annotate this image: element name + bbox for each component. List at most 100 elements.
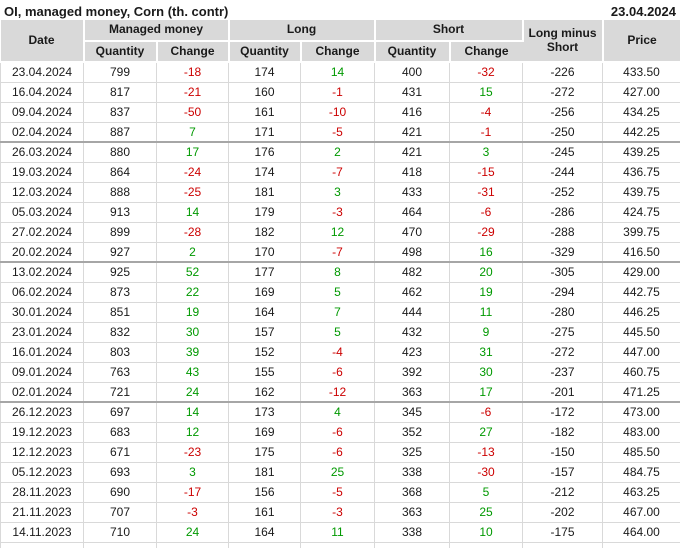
column-header-long-quantity: Quantity — [228, 41, 302, 63]
cell-long-minus-short: -256 — [522, 102, 604, 123]
cell-long-quantity: 156 — [228, 482, 301, 503]
cell-short-quantity: 421 — [374, 142, 451, 163]
cell-date: 20.02.2024 — [0, 242, 84, 263]
table-row: 21.11.2023 707 -3 161 -3 363 25 -202 467.00 — [0, 502, 680, 523]
cell-price: 429.00 — [602, 262, 680, 283]
cell-mm-quantity: 817 — [83, 82, 157, 103]
cell-long-change: 11 — [300, 522, 376, 543]
cell-mm-change: -18 — [156, 62, 229, 83]
table-row-partial — [0, 542, 680, 548]
cell-mm-quantity: 799 — [83, 62, 157, 83]
cell-date: 13.02.2024 — [0, 262, 84, 283]
cell-price: 445.50 — [602, 322, 680, 343]
table-row: 09.04.2024 837 -50 161 -10 416 -4 -256 434.25 — [0, 102, 680, 123]
cell-short-change: 20 — [449, 262, 524, 283]
cell-short-quantity: 462 — [374, 282, 451, 303]
table-row: 23.01.2024 832 30 157 5 432 9 -275 445.50 — [0, 322, 680, 343]
cell-short-change: -6 — [449, 402, 524, 423]
cell-price: 427.00 — [602, 82, 680, 103]
cell-mm-quantity: 837 — [83, 102, 157, 123]
cell-short-change: -32 — [449, 62, 524, 83]
cell-clipped — [374, 542, 451, 548]
cell-short-quantity: 482 — [374, 262, 451, 283]
cell-long-quantity: 175 — [228, 442, 301, 463]
cell-mm-quantity: 721 — [83, 382, 157, 403]
cell-mm-change: 22 — [156, 282, 229, 303]
cell-clipped — [228, 542, 301, 548]
cell-clipped — [156, 542, 229, 548]
cell-long-minus-short: -305 — [522, 262, 604, 283]
cell-long-quantity: 152 — [228, 342, 301, 363]
cell-price: 439.75 — [602, 182, 680, 203]
cell-short-change: -29 — [449, 222, 524, 243]
cell-short-change: 30 — [449, 362, 524, 383]
cell-date: 19.12.2023 — [0, 422, 84, 443]
cell-long-minus-short: -294 — [522, 282, 604, 303]
cell-date: 19.03.2024 — [0, 162, 84, 183]
cell-short-quantity: 363 — [374, 502, 451, 523]
cell-long-minus-short: -202 — [522, 502, 604, 523]
cell-long-quantity: 174 — [228, 62, 301, 83]
cell-long-change: 2 — [300, 142, 376, 163]
cell-date: 02.04.2024 — [0, 122, 84, 143]
cell-long-quantity: 160 — [228, 82, 301, 103]
cell-mm-quantity: 683 — [83, 422, 157, 443]
cell-mm-change: 24 — [156, 382, 229, 403]
cell-long-quantity: 169 — [228, 282, 301, 303]
cell-mm-quantity: 832 — [83, 322, 157, 343]
cell-clipped — [522, 542, 604, 548]
cell-long-change: 4 — [300, 402, 376, 423]
cell-price: 442.25 — [602, 122, 680, 143]
cell-clipped — [300, 542, 376, 548]
cell-long-change: -7 — [300, 162, 376, 183]
cell-date: 09.01.2024 — [0, 362, 84, 383]
cell-mm-change: -17 — [156, 482, 229, 503]
cell-long-change: -5 — [300, 482, 376, 503]
table-row: 02.01.2024 721 24 162 -12 363 17 -201 471.25 — [0, 382, 680, 403]
cell-date: 12.12.2023 — [0, 442, 84, 463]
cell-long-minus-short: -201 — [522, 382, 604, 403]
table-row: 27.02.2024 899 -28 182 12 470 -29 -288 399.75 — [0, 222, 680, 243]
column-group-short: Short — [374, 20, 524, 42]
table-row: 05.12.2023 693 3 181 25 338 -30 -157 484.75 — [0, 462, 680, 483]
cell-long-change: 5 — [300, 322, 376, 343]
cell-mm-quantity: 710 — [83, 522, 157, 543]
table-row: 26.03.2024 880 17 176 2 421 3 -245 439.25 — [0, 142, 680, 163]
column-group-long: Long — [228, 20, 376, 42]
cell-mm-quantity: 693 — [83, 462, 157, 483]
cell-mm-change: 14 — [156, 402, 229, 423]
cell-long-change: -6 — [300, 362, 376, 383]
table-row: 30.01.2024 851 19 164 7 444 11 -280 446.25 — [0, 302, 680, 323]
cell-clipped — [602, 542, 680, 548]
cell-long-minus-short: -272 — [522, 342, 604, 363]
column-header-long-change: Change — [300, 41, 376, 63]
cell-mm-change: -25 — [156, 182, 229, 203]
table-row: 23.04.2024 799 -18 174 14 400 -32 -226 433.50 — [0, 62, 680, 83]
cell-long-quantity: 181 — [228, 462, 301, 483]
cell-mm-change: -3 — [156, 502, 229, 523]
table-row: 26.12.2023 697 14 173 4 345 -6 -172 473.00 — [0, 402, 680, 423]
cell-short-quantity: 431 — [374, 82, 451, 103]
cell-long-minus-short: -280 — [522, 302, 604, 323]
column-header-price: Price — [602, 20, 680, 63]
cell-long-change: 12 — [300, 222, 376, 243]
cell-long-minus-short: -275 — [522, 322, 604, 343]
cell-mm-change: -23 — [156, 442, 229, 463]
table-row: 20.02.2024 927 2 170 -7 498 16 -329 416.50 — [0, 242, 680, 263]
cell-mm-quantity: 763 — [83, 362, 157, 383]
cell-short-change: 11 — [449, 302, 524, 323]
cell-mm-quantity: 927 — [83, 242, 157, 263]
cell-long-quantity: 181 — [228, 182, 301, 203]
cell-date: 16.01.2024 — [0, 342, 84, 363]
cell-short-change: 10 — [449, 522, 524, 543]
column-header-mm-change: Change — [156, 41, 230, 63]
cell-mm-quantity: 803 — [83, 342, 157, 363]
cell-long-quantity: 164 — [228, 522, 301, 543]
cell-long-change: 8 — [300, 262, 376, 283]
cell-mm-quantity: 697 — [83, 402, 157, 423]
cell-short-quantity: 423 — [374, 342, 451, 363]
cell-mm-quantity: 707 — [83, 502, 157, 523]
table-row: 12.12.2023 671 -23 175 -6 325 -13 -150 485.50 — [0, 442, 680, 463]
cell-short-quantity: 352 — [374, 422, 451, 443]
cell-price: 485.50 — [602, 442, 680, 463]
